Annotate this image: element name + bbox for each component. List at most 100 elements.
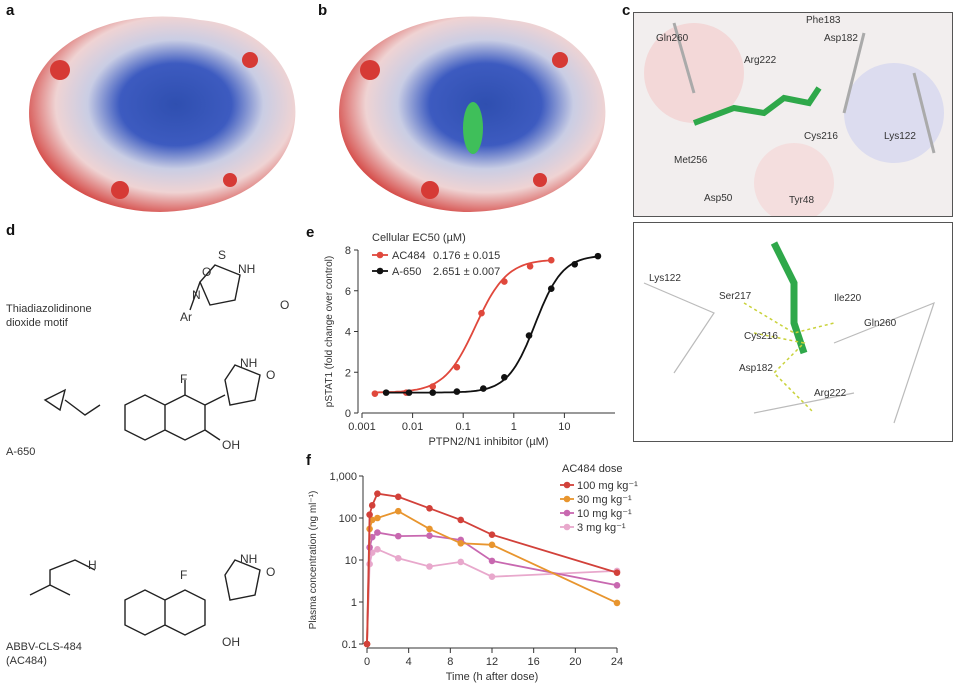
data-point bbox=[488, 531, 496, 539]
atom-label: S bbox=[218, 248, 227, 262]
data-point-AC484 bbox=[501, 278, 508, 285]
data-point bbox=[363, 640, 371, 648]
data-point bbox=[488, 573, 496, 581]
fit-curve-AC484 bbox=[374, 259, 552, 394]
data-point-AC484 bbox=[547, 256, 555, 264]
data-point bbox=[457, 539, 465, 547]
atom-label: O bbox=[202, 265, 212, 279]
y-tick-label: 0 bbox=[345, 408, 351, 420]
data-point-A-650 bbox=[571, 260, 579, 268]
panel-label-c: c bbox=[622, 2, 631, 19]
data-point bbox=[394, 493, 402, 501]
binding-pocket-top bbox=[644, 22, 944, 216]
x-tick-label: 16 bbox=[528, 656, 540, 668]
y-tick-label: 1,000 bbox=[329, 471, 357, 483]
data-point-A-650 bbox=[429, 389, 437, 396]
x-tick-label: 12 bbox=[486, 656, 498, 668]
compound-label-a650: A-650 bbox=[6, 446, 36, 458]
legend-ec50: 2.651 ± 0.007 bbox=[433, 266, 500, 278]
data-point bbox=[394, 554, 402, 562]
legend-marker bbox=[376, 267, 384, 275]
legend-marker bbox=[563, 495, 571, 503]
data-point bbox=[457, 516, 465, 524]
atom-label: Ar bbox=[180, 310, 192, 324]
legend-label: 30 mg kg⁻¹ bbox=[577, 494, 632, 506]
residue-label: Ser217 bbox=[719, 291, 752, 302]
x-tick-label: 0.001 bbox=[348, 421, 376, 433]
legend-series-name: AC484 bbox=[392, 250, 426, 262]
panel-c-bottom: Lys122 Ser217 Ile220 Cys216 Gln260 Asp182 Arg2… bbox=[633, 222, 953, 442]
data-point bbox=[426, 505, 433, 512]
atom-label: F bbox=[180, 568, 188, 582]
atom-label: N bbox=[192, 288, 201, 302]
data-point bbox=[426, 525, 433, 533]
data-point-AC484 bbox=[371, 390, 379, 397]
residue-label: Met256 bbox=[674, 155, 708, 166]
x-tick-label: 8 bbox=[447, 656, 453, 668]
chemical-structures bbox=[29, 264, 261, 636]
data-point bbox=[426, 563, 433, 570]
data-point-AC484 bbox=[429, 383, 437, 390]
series-line-2 bbox=[366, 531, 618, 645]
residue-label: Phe183 bbox=[806, 15, 841, 26]
data-point bbox=[394, 507, 402, 515]
residue-label: Lys122 bbox=[884, 131, 916, 142]
binding-pocket-bottom bbox=[643, 241, 935, 424]
y-tick-label: 1 bbox=[351, 597, 357, 609]
surface-b bbox=[339, 16, 606, 212]
legend-series-name: A-650 bbox=[392, 266, 421, 278]
chart-f: 0 4 8 12 16 20 24 0.1 1 10 100 1,000 Time (h after d… bbox=[308, 463, 638, 683]
y-axis-label: Plasma concentration (ng ml⁻¹) bbox=[308, 491, 319, 630]
fit-curve-A-650 bbox=[386, 255, 599, 394]
data-point bbox=[457, 558, 465, 566]
data-point-A-650 bbox=[480, 385, 487, 392]
residue-label: Asp182 bbox=[739, 363, 773, 374]
data-point bbox=[368, 516, 376, 524]
y-tick-label: 10 bbox=[345, 555, 357, 567]
atom-label: O bbox=[266, 368, 276, 382]
residue-label: Asp50 bbox=[704, 193, 733, 204]
legend-marker bbox=[376, 251, 384, 259]
data-point bbox=[613, 569, 621, 576]
legend-title: Cellular EC50 (µM) bbox=[372, 232, 466, 244]
x-tick-label: 10 bbox=[558, 421, 570, 433]
residue-label: Asp182 bbox=[824, 33, 858, 44]
data-point bbox=[374, 514, 381, 522]
data-point-AC484 bbox=[526, 263, 534, 270]
chart-e: 0.001 0.01 0.1 1 10 0 2 4 6 8 PTPN2/N1 inhibitor (… bbox=[324, 232, 615, 448]
data-point bbox=[366, 511, 373, 518]
y-tick-label: 6 bbox=[345, 286, 351, 298]
legend-marker bbox=[563, 481, 571, 489]
atom-label: OH bbox=[222, 438, 240, 452]
data-point-A-650 bbox=[594, 252, 602, 260]
residue-label: Arg222 bbox=[744, 55, 777, 66]
legend-marker bbox=[563, 523, 571, 531]
atom-label: NH bbox=[240, 552, 258, 566]
atom-label: O bbox=[266, 565, 276, 579]
y-tick-label: 8 bbox=[345, 245, 351, 257]
legend-label: 10 mg kg⁻¹ bbox=[577, 508, 632, 520]
motif-label-2: dioxide motif bbox=[6, 317, 68, 329]
residue-label: Tyr48 bbox=[789, 195, 815, 206]
data-point bbox=[368, 533, 376, 541]
panel-label-d: d bbox=[6, 222, 16, 239]
compound-label-ac484-1: ABBV-CLS-484 bbox=[6, 641, 82, 653]
atom-label: NH bbox=[240, 356, 258, 370]
x-tick-label: 0.01 bbox=[402, 421, 423, 433]
data-point bbox=[374, 490, 381, 497]
x-tick-label: 0 bbox=[364, 656, 370, 668]
data-point-AC484 bbox=[453, 363, 461, 371]
panel-c-top: Phe183 Gln260 Asp182 Arg222 Cys216 Lys122 Met2… bbox=[633, 12, 953, 217]
atom-label: F bbox=[180, 372, 188, 386]
panel-label-b: b bbox=[318, 2, 328, 19]
x-tick-label: 0.1 bbox=[456, 421, 471, 433]
data-point bbox=[613, 581, 621, 589]
data-point-AC484 bbox=[478, 309, 485, 317]
residue-label: Gln260 bbox=[656, 33, 689, 44]
legend-label: 3 mg kg⁻¹ bbox=[577, 522, 626, 534]
data-point bbox=[368, 549, 376, 556]
residue-label: Lys122 bbox=[649, 273, 681, 284]
data-point bbox=[488, 557, 496, 565]
compound-label-ac484-2: (AC484) bbox=[6, 655, 47, 667]
